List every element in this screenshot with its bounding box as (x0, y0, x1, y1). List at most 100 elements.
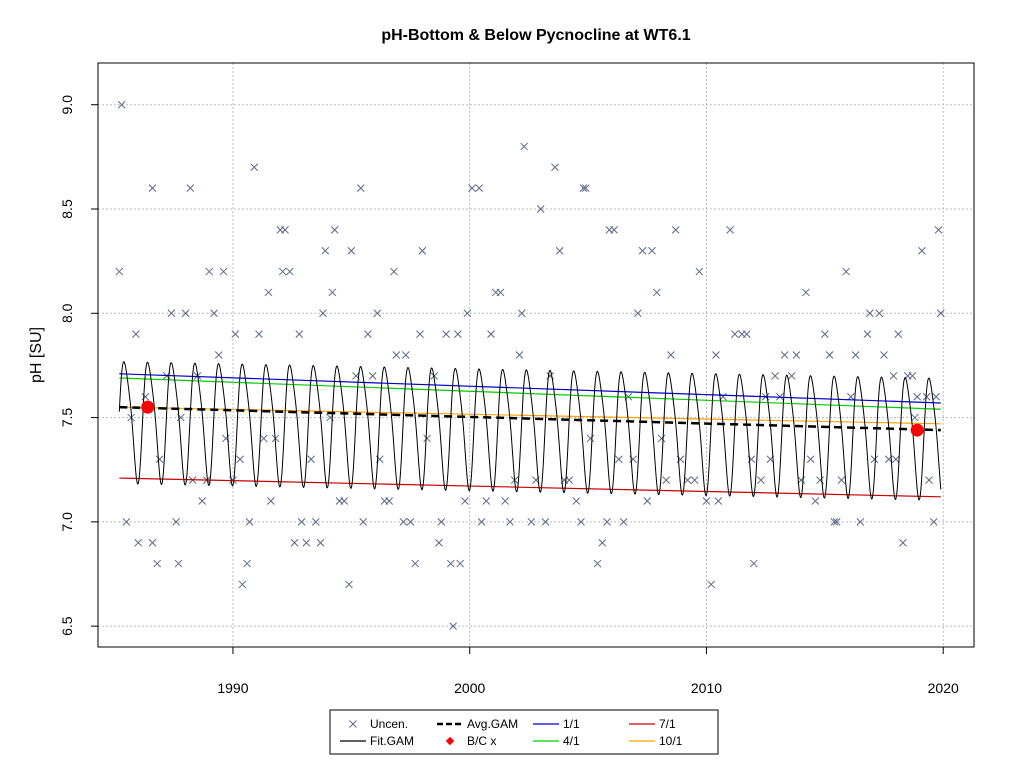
y-tick-label: 7.0 (59, 512, 75, 532)
uncen-point-stroke (155, 455, 164, 464)
uncen-point-stroke (695, 267, 704, 276)
uncen-point-stroke (122, 518, 131, 526)
uncen-point (690, 476, 699, 484)
x-tick-label: 2010 (691, 680, 722, 696)
uncen-point-stroke (742, 330, 751, 338)
uncen-point-stroke (477, 518, 486, 526)
uncen-point-stroke (264, 288, 273, 297)
uncen-point (295, 330, 304, 338)
uncen-point (929, 518, 938, 526)
uncen-point-stroke (442, 330, 450, 338)
uncen-point (771, 372, 779, 380)
uncen-point (281, 226, 289, 234)
uncen-point (787, 372, 796, 380)
uncen-point-stroke (652, 288, 661, 297)
uncen-point (181, 309, 190, 318)
uncen-point (603, 518, 611, 526)
uncen-point-stroke (863, 330, 872, 338)
y-tick-label: 7.5 (59, 408, 75, 428)
uncen-point-stroke (603, 518, 611, 526)
uncen-point-stroke (210, 309, 218, 318)
uncen-point (648, 246, 656, 255)
uncen-point-stroke (925, 476, 933, 484)
uncen-point (132, 330, 140, 338)
uncen-point (255, 330, 263, 338)
uncen-point (863, 330, 872, 338)
uncen-point-stroke (780, 351, 789, 359)
uncen-point (937, 309, 945, 318)
uncen-point (316, 538, 325, 547)
uncen-point (837, 476, 846, 484)
uncen-point (638, 246, 647, 255)
y-axis: 6.5 7.0 7.5 8.0 8.5 9.0 (59, 95, 98, 636)
uncen-point-stroke (541, 518, 550, 526)
uncen-point (423, 434, 431, 443)
uncen-point-stroke (148, 184, 157, 192)
uncen-point (330, 226, 339, 234)
uncen-point (707, 580, 716, 589)
uncen-point (925, 476, 933, 484)
uncen-point-stroke (934, 226, 943, 234)
uncen-point (456, 559, 465, 568)
uncen-point (449, 622, 457, 630)
uncen-point (889, 372, 898, 380)
uncen-point-stroke (787, 372, 796, 380)
legend-item-p71: 7/1 (629, 717, 676, 731)
uncen-point (482, 497, 491, 505)
uncen-point (285, 267, 294, 276)
uncen-point-stroke (932, 392, 940, 401)
uncen-point-stroke (330, 226, 339, 234)
uncen-point-stroke (347, 246, 356, 255)
uncen-point-stroke (875, 309, 884, 318)
uncen-point (520, 142, 529, 151)
uncen-point-stroke (368, 372, 377, 380)
legend-item-bc: B/C x (445, 734, 496, 748)
uncen-point (731, 330, 739, 338)
uncen-point-stroke (619, 518, 628, 526)
uncen-point-stroke (581, 184, 590, 192)
uncen-point (714, 497, 723, 505)
fit-gam-line (118, 361, 942, 501)
uncen-point (418, 246, 427, 255)
uncen-point-stroke (231, 330, 240, 338)
uncen-point-stroke (316, 538, 325, 547)
uncen-point (359, 518, 368, 526)
uncen-point-stroke (454, 330, 462, 338)
uncen-point-stroke (707, 580, 716, 589)
uncen-point-stroke (401, 351, 410, 359)
uncen-point-stroke (501, 497, 510, 505)
uncen-point (536, 205, 545, 213)
uncen-point-stroke (638, 246, 647, 255)
uncen-point-stroke (527, 518, 536, 526)
uncen-point (780, 351, 789, 359)
uncen-point-stroke (837, 476, 846, 484)
uncen-point-stroke (356, 184, 365, 192)
uncen-point (894, 330, 903, 338)
uncen-point-stroke (899, 538, 907, 547)
uncen-point-stroke (266, 497, 275, 505)
uncen-point-stroke (449, 622, 457, 630)
uncen-point-stroke (278, 267, 287, 276)
uncen-point-stroke (908, 372, 917, 380)
uncen-point-stroke (629, 455, 637, 464)
uncen-point-stroke (593, 559, 602, 568)
uncen-point-stroke (487, 330, 495, 338)
uncen-point-stroke (295, 330, 304, 338)
uncen-point (307, 455, 315, 464)
uncen-point (356, 184, 365, 192)
uncen-point (468, 184, 476, 192)
uncen-point (475, 184, 484, 192)
uncen-point-stroke (648, 246, 656, 255)
uncen-point (742, 330, 751, 338)
uncen-point (922, 392, 931, 401)
legend-label: Avg.GAM (467, 717, 518, 731)
uncen-point-stroke (148, 538, 157, 547)
legend-label: 4/1 (563, 734, 580, 748)
uncen-point-stroke (482, 497, 491, 505)
uncen-point (278, 267, 287, 276)
uncen-point-stroke (418, 246, 427, 255)
uncen-point (463, 309, 472, 318)
uncen-point-stroke (816, 476, 824, 484)
uncen-point (842, 267, 851, 276)
